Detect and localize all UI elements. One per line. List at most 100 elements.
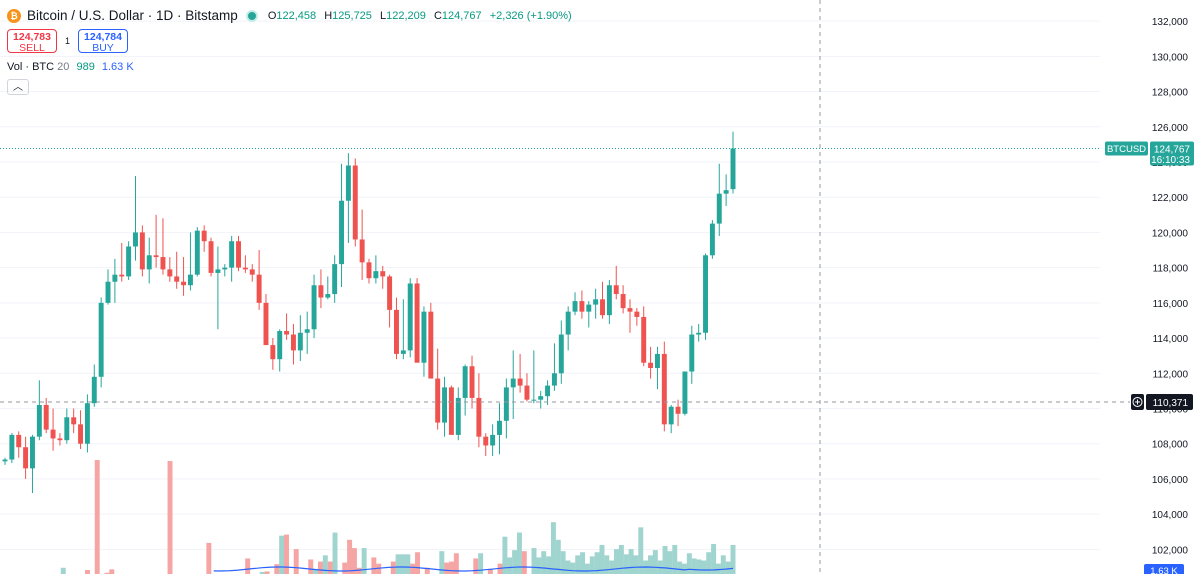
- candle-body: [400, 350, 406, 354]
- volume-bar: [618, 544, 624, 574]
- volume-bar: [725, 561, 731, 574]
- candle-body: [236, 241, 241, 268]
- y-tick-label: 102,000: [1152, 545, 1189, 556]
- candle-body: [723, 190, 729, 194]
- candle: [407, 278, 413, 358]
- candle: [689, 325, 695, 384]
- candle: [476, 373, 482, 448]
- collapse-legend-button[interactable]: ︿: [7, 79, 29, 95]
- volume-bar: [356, 567, 362, 574]
- candle: [229, 235, 235, 282]
- candle-body: [682, 371, 688, 414]
- volume-bar: [487, 568, 493, 574]
- candle-body: [428, 311, 434, 379]
- candle-body: [373, 271, 379, 279]
- volume-bar: [599, 544, 605, 574]
- candle: [78, 410, 84, 449]
- candle-body: [634, 311, 640, 317]
- candle: [641, 306, 647, 367]
- volume-bar: [424, 567, 430, 574]
- candle: [442, 376, 448, 437]
- candle: [249, 264, 255, 282]
- candle-body: [2, 459, 8, 462]
- candle: [304, 311, 310, 354]
- candle-body: [23, 447, 29, 469]
- volume-ma-value: 1.63 K: [101, 61, 134, 73]
- candle-body: [304, 329, 310, 333]
- candle-body: [572, 301, 578, 312]
- candle-body: [222, 267, 228, 270]
- volume-legend[interactable]: Vol · BTC 20 989 1.63 K: [7, 61, 134, 73]
- candle: [194, 227, 200, 277]
- candle-body: [661, 353, 667, 425]
- volume-bar: [546, 556, 552, 574]
- candle-body: [503, 387, 509, 421]
- volume-bar: [342, 562, 348, 574]
- candle: [16, 431, 22, 458]
- candle-body: [9, 434, 15, 460]
- candle-body: [84, 403, 90, 444]
- y-tick-label: 104,000: [1152, 510, 1189, 521]
- low-value: 122,209: [386, 9, 426, 22]
- candle-body: [497, 420, 502, 435]
- candle: [325, 276, 331, 300]
- sell-button[interactable]: 124,783 SELL: [7, 29, 57, 54]
- candle: [277, 329, 283, 372]
- candle: [366, 258, 372, 284]
- candle-body: [297, 332, 303, 351]
- candle: [380, 265, 386, 289]
- volume-bar: [711, 543, 717, 574]
- candle: [236, 235, 241, 272]
- candle: [545, 380, 551, 405]
- candle-body: [387, 276, 393, 310]
- candle: [730, 131, 736, 194]
- symbol-title[interactable]: Bitcoin / U.S. Dollar · 1D · Bitstamp: [27, 8, 238, 23]
- volume-bar: [521, 551, 527, 574]
- candle-body: [208, 241, 214, 273]
- candle-body: [242, 267, 248, 270]
- candle-body: [627, 308, 633, 312]
- candle-body: [29, 436, 35, 469]
- volume-bar: [104, 572, 110, 574]
- candle: [510, 350, 516, 420]
- candle-body: [620, 294, 626, 309]
- volume-bar: [715, 563, 721, 574]
- candle: [483, 433, 489, 457]
- candle-body: [517, 378, 523, 386]
- candle-body: [16, 434, 22, 448]
- volume-bar: [94, 460, 100, 574]
- volume-bar: [594, 552, 600, 574]
- candle: [572, 292, 578, 316]
- candle: [634, 308, 640, 326]
- chevron-up-icon: ︿: [13, 82, 23, 93]
- candle: [9, 433, 15, 464]
- chart-legend: ₿ Bitcoin / U.S. Dollar · 1D · Bitstamp …: [7, 8, 577, 23]
- candle-body: [339, 200, 345, 265]
- sell-label: SELL: [19, 42, 45, 54]
- candle: [414, 278, 420, 363]
- candle-body: [654, 353, 660, 368]
- candle-body: [187, 274, 193, 286]
- candle-body: [133, 232, 138, 247]
- volume-bar: [361, 548, 367, 574]
- volume-bar: [633, 555, 639, 574]
- candle-body: [579, 301, 585, 312]
- volume-bar: [453, 553, 459, 574]
- candle-body: [215, 269, 221, 273]
- candle: [318, 269, 324, 309]
- volume-bar: [327, 561, 333, 574]
- volume-bar: [274, 564, 280, 574]
- candle: [586, 301, 592, 328]
- volume-bar: [589, 556, 595, 574]
- candle: [43, 397, 49, 434]
- buy-button[interactable]: 124,784 BUY: [78, 29, 129, 54]
- candle-body: [345, 165, 351, 201]
- bitcoin-icon: ₿: [7, 8, 21, 23]
- candle: [359, 209, 365, 280]
- candle-body: [703, 255, 709, 333]
- candle: [112, 258, 118, 303]
- volume-bar: [376, 563, 382, 574]
- volume-bar: [638, 527, 644, 574]
- candle: [538, 390, 544, 409]
